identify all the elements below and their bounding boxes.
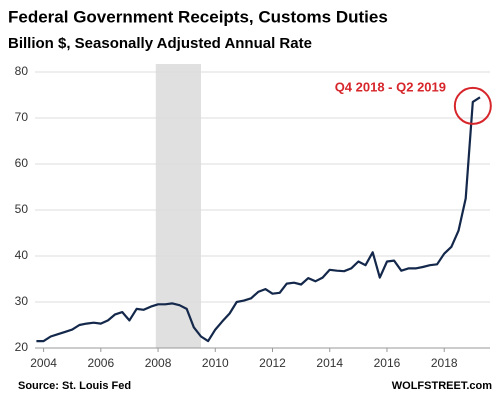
- y-tick-label: 50: [15, 202, 29, 216]
- y-tick-label: 30: [15, 294, 29, 308]
- data-line: [36, 96, 481, 343]
- x-tick-label: 2004: [30, 356, 57, 370]
- highlight-circle: [453, 86, 492, 125]
- y-tick-label: 60: [15, 156, 29, 170]
- x-tick-label: 2012: [259, 356, 286, 370]
- x-tick-label: 2008: [145, 356, 172, 370]
- x-tick-label: 2010: [202, 356, 229, 370]
- recession-band: [155, 64, 201, 348]
- chart-subtitle: Billion $, Seasonally Adjusted Annual Ra…: [8, 35, 312, 52]
- x-tick-label: 2016: [374, 356, 401, 370]
- source: Source: St. Louis Fed: [18, 380, 131, 392]
- y-tick-label: 20: [15, 340, 29, 354]
- annotation: Q4 2018 - Q2 2019: [335, 79, 446, 94]
- y-tick-label: 80: [15, 64, 29, 78]
- x-tick-label: 2014: [316, 356, 343, 370]
- x-tick-label: 2006: [87, 356, 114, 370]
- chart-title: Federal Government Receipts, Customs Dut…: [8, 7, 388, 26]
- y-tick-label: 70: [15, 110, 29, 124]
- credit: WOLFSTREET.com: [392, 380, 492, 392]
- x-tick-label: 2018: [431, 356, 458, 370]
- y-tick-label: 40: [15, 248, 29, 262]
